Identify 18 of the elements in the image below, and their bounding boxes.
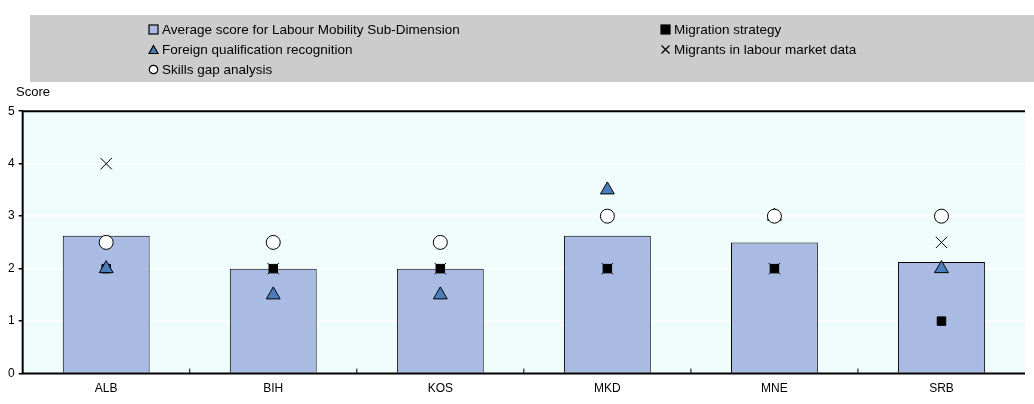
y-tick-label: 4 — [7, 155, 15, 170]
y-tick-label: 5 — [7, 103, 15, 118]
y-axis-title: Score — [16, 84, 50, 99]
legend-label: Average score for Labour Mobility Sub-Dimension — [162, 21, 460, 37]
x-tick-label: KOS — [427, 381, 453, 396]
x-tick-label: SRB — [929, 381, 954, 396]
legend-label: Skills gap analysis — [162, 61, 273, 77]
x-tick-label: MNE — [761, 381, 788, 396]
x-tick-label: ALB — [94, 381, 118, 396]
x-tick-label: MKD — [594, 381, 622, 396]
y-tick-label: 2 — [7, 260, 15, 275]
legend-label: Foreign qualification recognition — [162, 41, 353, 57]
legend-label: Migration strategy — [674, 21, 782, 37]
y-tick-label: 0 — [7, 365, 15, 380]
x-tick-label: BIH — [263, 381, 284, 396]
legend-label: Migrants in labour market data — [674, 41, 857, 57]
y-tick-label: 1 — [7, 313, 15, 328]
y-tick-label: 3 — [7, 208, 15, 223]
